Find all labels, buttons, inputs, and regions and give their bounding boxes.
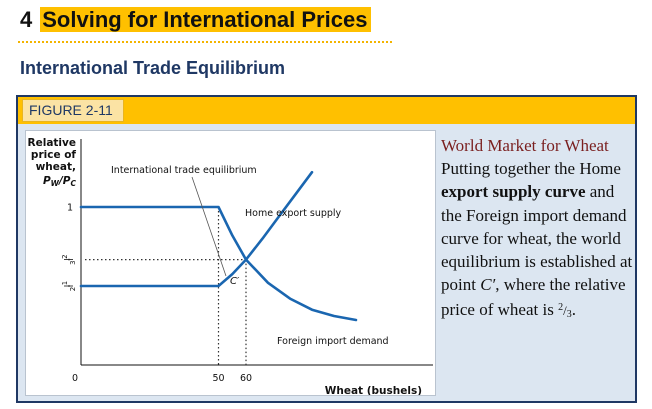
y-axis-label-line-3: wheat,: [36, 161, 76, 173]
y-tick-label-2: 12: [61, 281, 77, 291]
slide-subtitle: International Trade Equilibrium: [20, 58, 286, 78]
svg-text:2: 2: [61, 254, 69, 258]
svg-text:3: 3: [69, 260, 77, 264]
caption-text-1: Putting together the Home: [441, 159, 621, 179]
caption-bold-export-supply: export supply curve: [441, 182, 586, 202]
figure-frame: FIGURE 2-11 Relative price of wheat, PW/…: [16, 95, 637, 403]
x-axis-label: Wheat (bushels): [325, 385, 422, 395]
caption-fraction-denominator: 3: [566, 309, 572, 321]
x-tick-label-60: 60: [240, 373, 252, 384]
figure-label-tab: FIGURE 2-11: [22, 99, 124, 122]
y-axis-label-line-2: price of: [31, 149, 77, 161]
caption-title: World Market for Wheat: [441, 136, 609, 155]
equilibrium-point-label: C′: [230, 276, 240, 287]
slide-number: 4: [20, 7, 33, 32]
curves: [79, 170, 358, 322]
figure-caption: World Market for Wheat Putting together …: [441, 134, 639, 327]
caption-text-4: .: [571, 300, 576, 320]
y-axis-label-line-1: Relative: [28, 137, 76, 149]
slide-title: 4 Solving for International Prices: [20, 6, 372, 34]
caption-text-3: , where the relative price of wheat is: [441, 275, 626, 320]
equilibrium-pointer: [191, 176, 227, 277]
x-tick-label-50: 50: [212, 373, 224, 384]
foreign-import-demand-curve: [79, 205, 358, 322]
x-tick-labels: 0 50 60: [72, 373, 252, 384]
slide-title-text: Solving for International Prices: [40, 7, 372, 32]
y-axis-label: Relative price of wheat, PW/PC: [28, 137, 77, 188]
caption-point: C′: [480, 275, 496, 295]
title-dotted-rule: [18, 41, 392, 43]
caption-text-2: and the Foreign import demand curve for …: [441, 182, 633, 295]
guide-lines: [85, 206, 247, 365]
home-export-supply-label: Home export supply: [245, 208, 342, 219]
svg-text:1: 1: [61, 281, 69, 285]
x-tick-label-0: 0: [72, 373, 78, 384]
y-tick-label-0: 1: [67, 202, 73, 213]
foreign-import-demand-label: Foreign import demand: [277, 336, 389, 347]
equilibrium-label: International trade equilibrium: [111, 165, 257, 176]
y-axis-label-symbol: PW/PC: [43, 175, 77, 188]
y-tick-label-1: 23: [61, 254, 77, 264]
svg-text:2: 2: [69, 287, 77, 291]
caption-fraction: 2/3: [558, 302, 572, 321]
home-export-supply-curve: [79, 170, 314, 288]
caption-fraction-numerator: 2: [558, 302, 564, 314]
